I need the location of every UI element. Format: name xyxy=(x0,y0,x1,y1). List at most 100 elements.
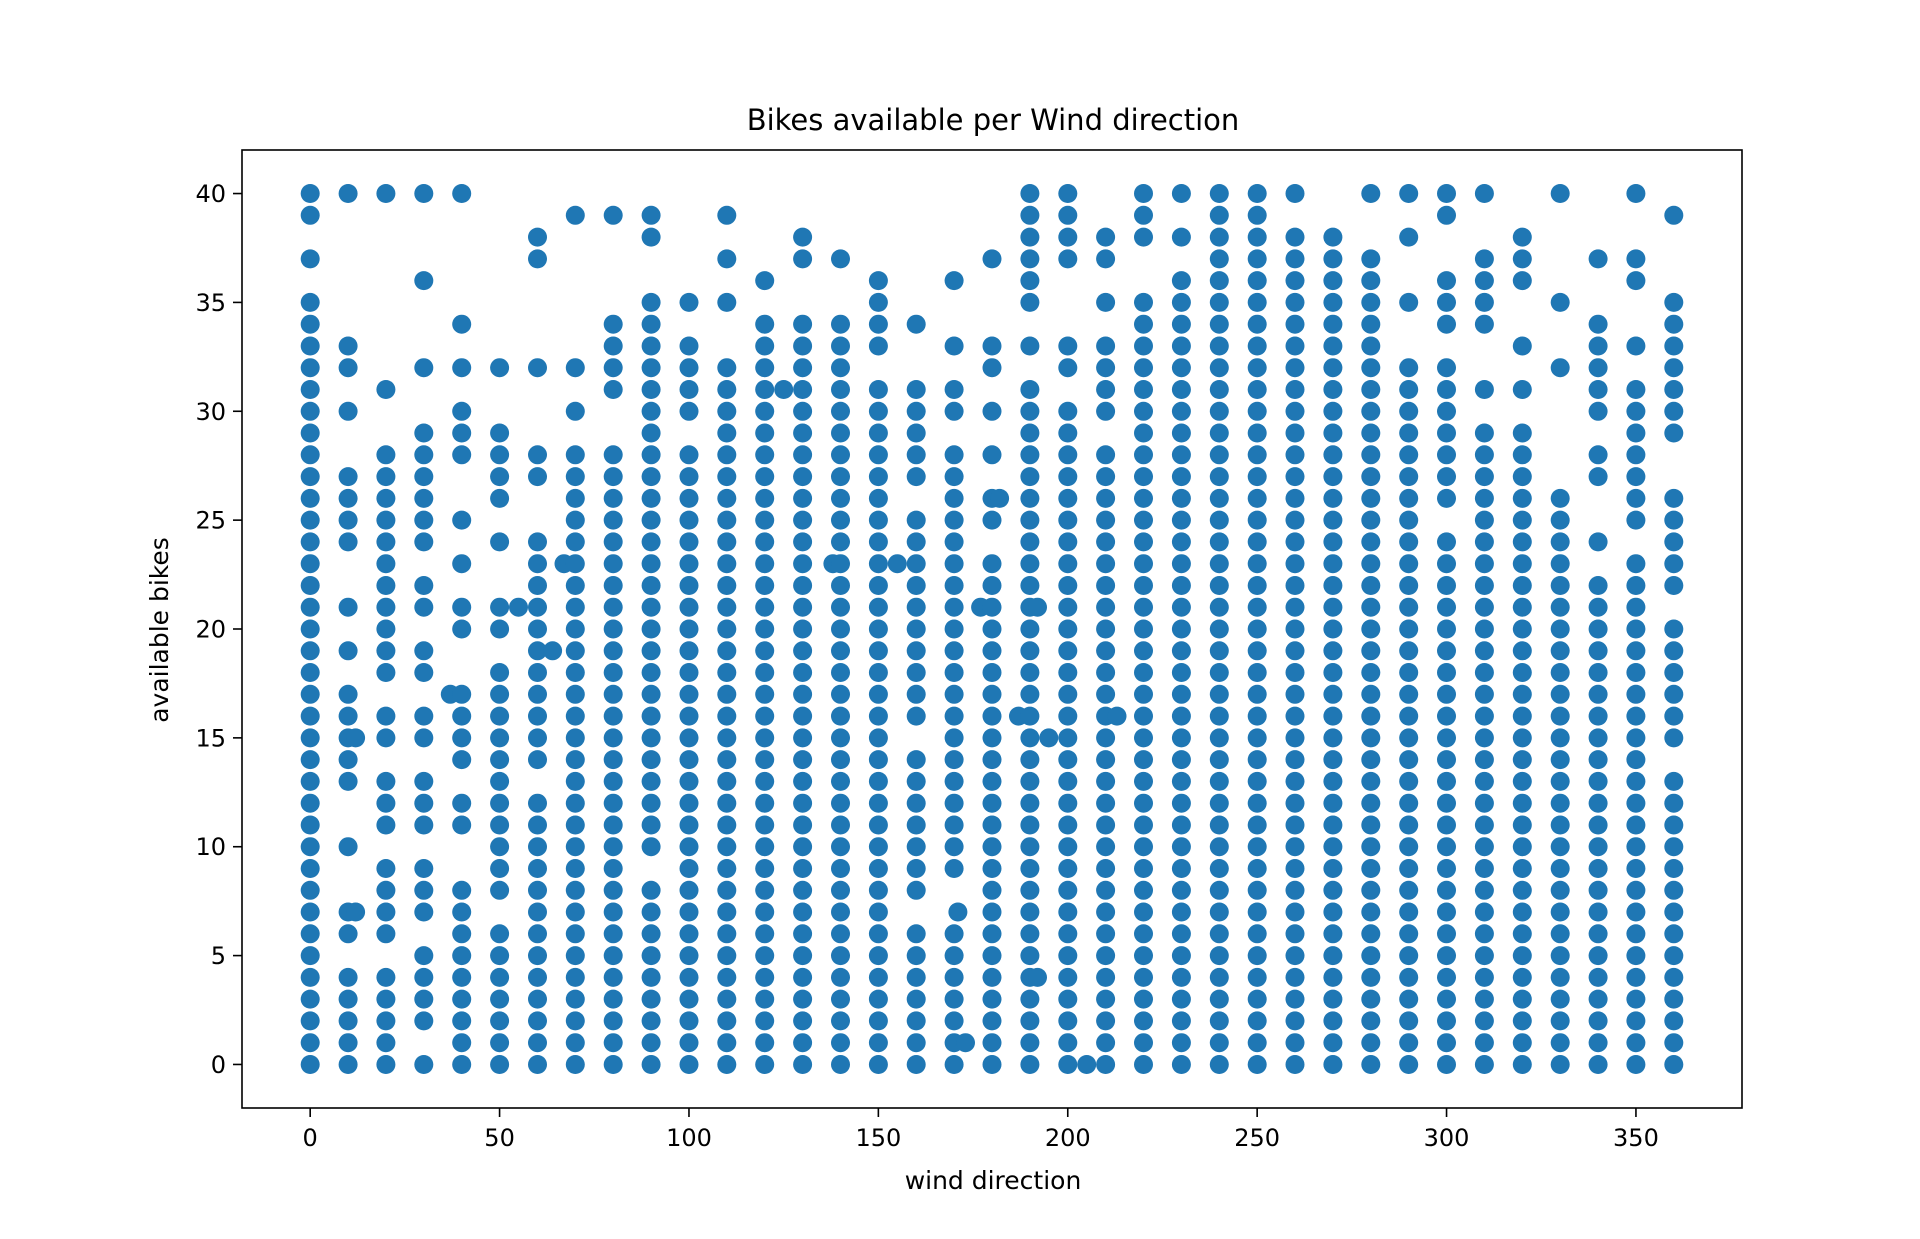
scatter-point xyxy=(982,902,1002,922)
scatter-point xyxy=(679,292,699,312)
scatter-point xyxy=(1058,641,1078,661)
scatter-point xyxy=(376,924,396,944)
scatter-point xyxy=(944,445,964,465)
scatter-point xyxy=(641,641,661,661)
scatter-point xyxy=(490,532,510,552)
scatter-point xyxy=(944,510,964,530)
scatter-point xyxy=(414,706,434,726)
scatter-point xyxy=(793,967,813,987)
scatter-point xyxy=(868,837,888,857)
scatter-point xyxy=(1020,837,1040,857)
scatter-point xyxy=(944,554,964,574)
scatter-point xyxy=(1134,641,1153,661)
scatter-point xyxy=(1399,510,1419,530)
scatter-point xyxy=(1474,989,1494,1009)
scatter-point xyxy=(1209,880,1229,900)
scatter-point xyxy=(641,358,661,378)
scatter-point xyxy=(831,859,850,878)
scatter-point xyxy=(1285,576,1305,595)
scatter-point xyxy=(868,597,888,617)
scatter-point xyxy=(1588,576,1608,595)
scatter-point xyxy=(1664,967,1684,987)
scatter-point xyxy=(868,967,888,987)
scatter-point xyxy=(1550,184,1570,203)
scatter-point xyxy=(679,467,699,487)
scatter-point xyxy=(717,684,737,704)
scatter-point xyxy=(1588,706,1608,726)
scatter-point xyxy=(565,750,585,770)
scatter-point xyxy=(1134,358,1153,378)
scatter-point xyxy=(1361,597,1381,617)
y-axis-label: available bikes xyxy=(145,537,174,723)
scatter-point xyxy=(1588,880,1608,900)
scatter-point xyxy=(1399,706,1419,726)
scatter-point xyxy=(868,771,888,791)
scatter-point xyxy=(831,946,850,966)
scatter-point xyxy=(982,576,1002,595)
scatter-point xyxy=(906,619,926,639)
scatter-point xyxy=(1171,1055,1191,1074)
scatter-point xyxy=(906,946,926,966)
scatter-point xyxy=(1171,619,1191,639)
scatter-point xyxy=(1512,859,1532,878)
scatter-point xyxy=(1664,946,1684,966)
scatter-point xyxy=(1361,924,1381,944)
scatter-point xyxy=(1626,771,1646,791)
scatter-point xyxy=(1209,706,1229,726)
scatter-point xyxy=(717,902,737,922)
scatter-point xyxy=(1285,336,1305,356)
scatter-point xyxy=(1399,771,1419,791)
scatter-point xyxy=(300,423,320,443)
scatter-point xyxy=(1171,227,1191,247)
scatter-point xyxy=(528,967,547,987)
x-axis-label: wind direction xyxy=(905,1166,1082,1195)
scatter-point xyxy=(755,880,775,900)
scatter-point xyxy=(528,815,547,835)
scatter-point xyxy=(376,641,396,661)
scatter-point xyxy=(1020,815,1040,835)
scatter-point xyxy=(1209,227,1229,247)
scatter-point xyxy=(641,1055,661,1074)
scatter-point xyxy=(793,423,813,443)
scatter-point xyxy=(300,880,320,900)
scatter-point xyxy=(755,815,775,835)
scatter-point xyxy=(528,989,547,1009)
scatter-point xyxy=(755,684,775,704)
scatter-point xyxy=(414,989,434,1009)
scatter-point xyxy=(1361,184,1381,203)
scatter-point xyxy=(1058,663,1078,682)
scatter-point xyxy=(755,728,775,748)
scatter-point xyxy=(565,641,585,661)
scatter-point xyxy=(641,488,661,508)
scatter-point xyxy=(1512,1055,1532,1074)
scatter-point xyxy=(982,793,1002,813)
scatter-point xyxy=(1096,815,1116,835)
scatter-point xyxy=(1474,314,1494,334)
scatter-point xyxy=(1096,1055,1116,1074)
scatter-point xyxy=(641,423,661,443)
scatter-point xyxy=(1474,793,1494,813)
scatter-point xyxy=(1209,314,1229,334)
scatter-point xyxy=(906,597,926,617)
scatter-point xyxy=(717,488,737,508)
y-tick-label: 40 xyxy=(195,180,226,208)
scatter-point xyxy=(831,924,850,944)
scatter-point xyxy=(944,771,964,791)
scatter-point xyxy=(603,554,623,574)
scatter-point xyxy=(906,380,926,399)
scatter-point xyxy=(944,271,964,291)
scatter-point xyxy=(1247,488,1267,508)
scatter-point xyxy=(1247,314,1267,334)
scatter-point xyxy=(868,292,888,312)
scatter-point xyxy=(944,1011,964,1031)
scatter-point xyxy=(1588,597,1608,617)
scatter-point xyxy=(1058,793,1078,813)
scatter-point xyxy=(982,837,1002,857)
scatter-point xyxy=(1323,1055,1343,1074)
scatter-point xyxy=(1028,597,1047,617)
scatter-point xyxy=(1209,1033,1229,1053)
scatter-point xyxy=(1664,380,1684,399)
scatter-point xyxy=(1361,554,1381,574)
scatter-point xyxy=(793,488,813,508)
scatter-point xyxy=(603,924,623,944)
